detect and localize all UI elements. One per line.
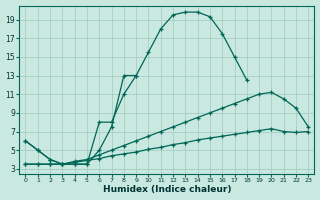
X-axis label: Humidex (Indice chaleur): Humidex (Indice chaleur): [103, 185, 231, 194]
